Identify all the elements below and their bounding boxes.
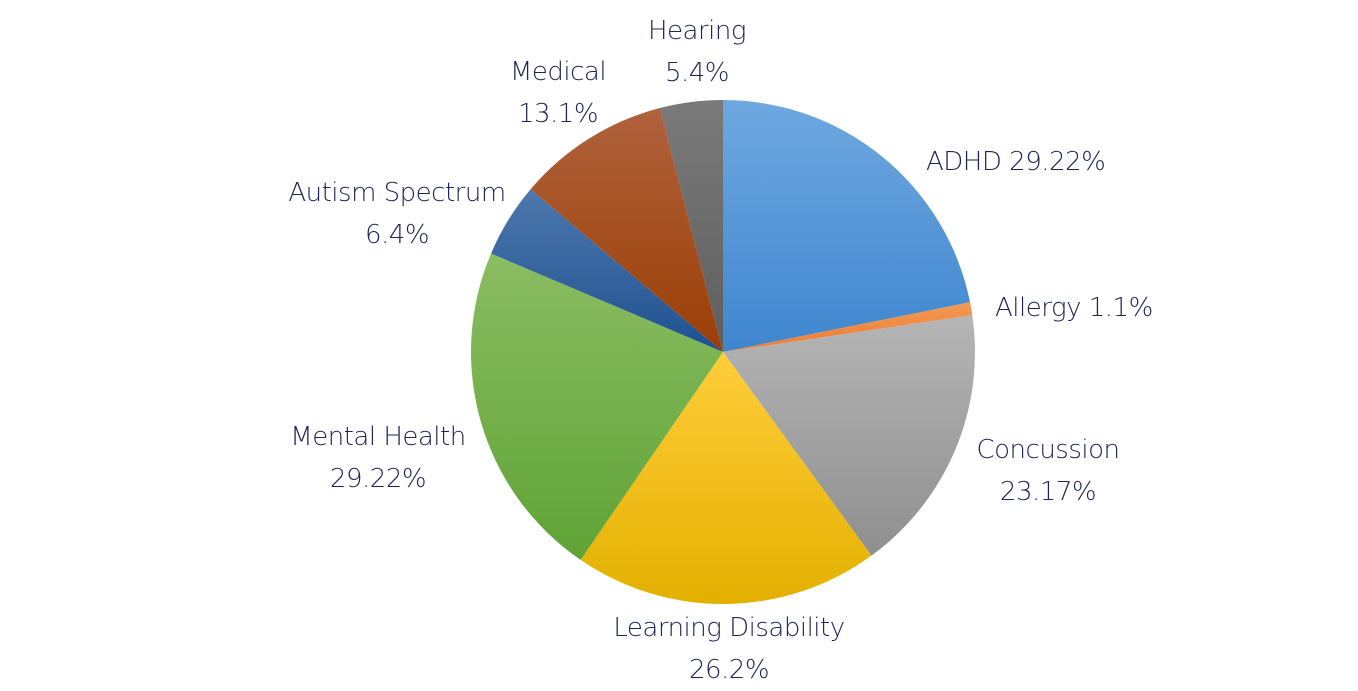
label-learning-disability: Learning Disability 26.2%: [613, 613, 845, 685]
label-autism-spectrum: Autism Spectrum 6.4%: [288, 178, 506, 250]
label-medical: Medical 13.1%: [509, 57, 607, 129]
pie-slice-concussion: [723, 315, 976, 556]
pie-slice-allergy: [723, 302, 973, 352]
label-concussion: Concussion 23.17%: [976, 435, 1120, 507]
label-adhd: ADHD 29.22%: [926, 147, 1106, 177]
pie-slice-learning-disability: [580, 352, 872, 604]
pie-slice-adhd: [723, 100, 971, 352]
label-hearing: Hearing 5.4%: [648, 16, 746, 88]
label-allergy: Allergy 1.1%: [995, 293, 1153, 323]
pie-slice-mental-health: [471, 253, 723, 560]
label-mental-health: Mental Health 29.22%: [290, 422, 466, 494]
pie-slice-medical: [530, 108, 723, 352]
pie-slice-hearing: [659, 100, 723, 352]
pie-slice-autism-spectrum: [491, 189, 723, 352]
